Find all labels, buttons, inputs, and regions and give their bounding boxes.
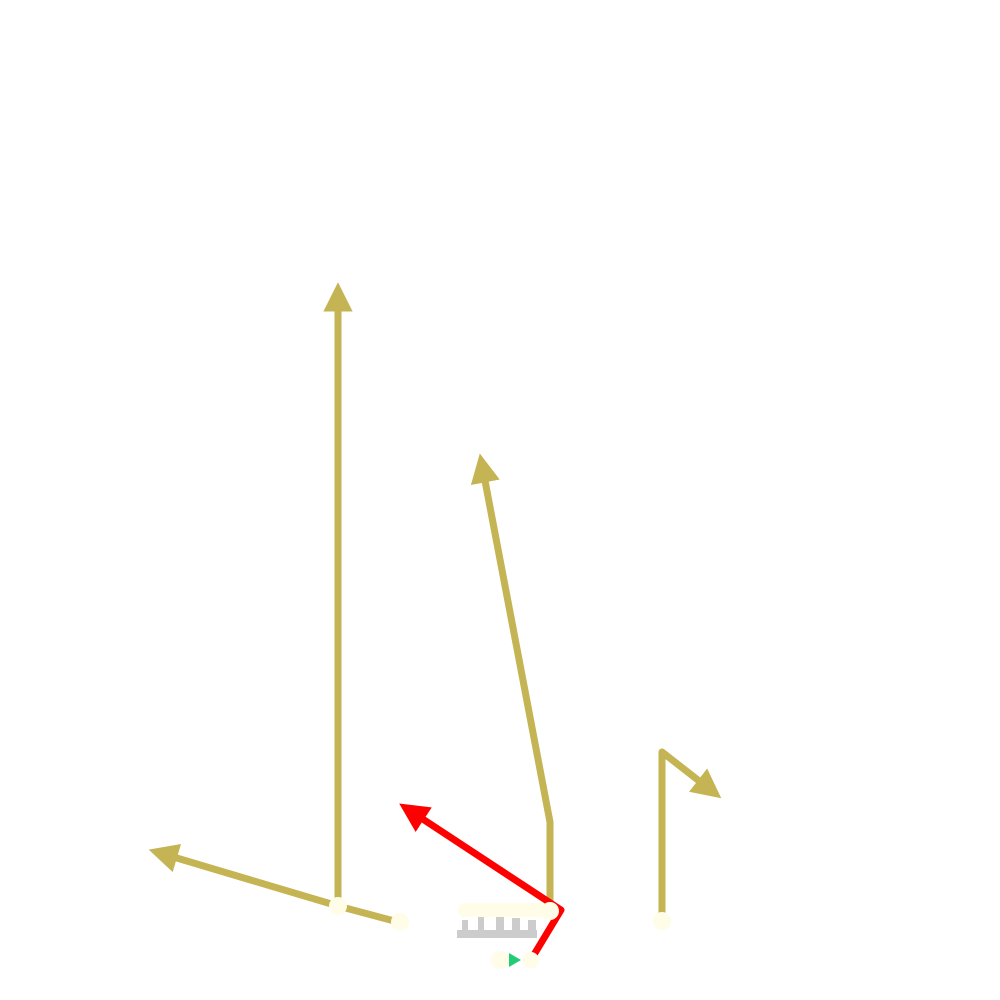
- player-wr-left-inner: [391, 913, 409, 931]
- player-wr-right: [653, 912, 671, 930]
- route-flat-left: [148, 843, 402, 926]
- route-seam: [470, 453, 554, 912]
- line-tick-mark: [496, 914, 504, 932]
- line-tick-mark: [462, 920, 468, 932]
- line-base-mark: [457, 930, 537, 938]
- player-qb: [491, 951, 509, 969]
- player-rb: [523, 952, 539, 968]
- route-out-right: [658, 748, 722, 924]
- line-tick-mark: [528, 920, 536, 932]
- player-wr-left: [329, 897, 347, 915]
- offensive-line-marks: [457, 914, 537, 938]
- route-qb-red: [399, 803, 565, 962]
- line-tick-mark: [478, 916, 484, 932]
- ball-icon: [509, 953, 521, 967]
- player-te: [541, 902, 559, 920]
- offensive-line-group: [458, 903, 550, 917]
- line-tick-mark: [512, 918, 520, 932]
